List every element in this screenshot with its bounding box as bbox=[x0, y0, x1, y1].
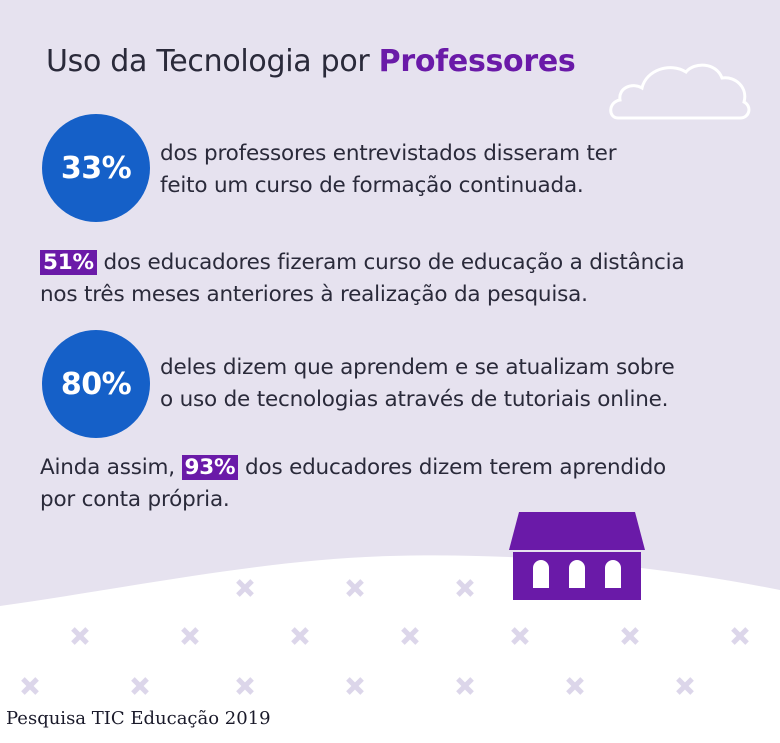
stat-text-3-line-1: deles dizem que aprendem e se atualizam … bbox=[160, 355, 675, 380]
stat-text-1: dos professores entrevistados disseram t… bbox=[160, 138, 617, 202]
stat-text-2-line-2: nos três meses anteriores à realização d… bbox=[40, 282, 588, 307]
stat-text-2-line-1: 51% dos educadores fizeram curso de educ… bbox=[40, 247, 685, 279]
sparkle bbox=[21, 677, 39, 695]
sparkle bbox=[456, 579, 474, 597]
stat-text-4-lead: Ainda assim, bbox=[40, 455, 182, 480]
sparkle bbox=[731, 627, 749, 645]
stat-text-3: deles dizem que aprendem e se atualizam … bbox=[160, 352, 675, 416]
highlight-51: 51% bbox=[40, 250, 97, 275]
stat-text-1-line-1: dos professores entrevistados disseram t… bbox=[160, 141, 617, 166]
stat-text-1-line-2: feito um curso de formação continuada. bbox=[160, 173, 584, 198]
sparkle bbox=[291, 627, 309, 645]
sparkle bbox=[236, 579, 254, 597]
sparkle bbox=[346, 677, 364, 695]
sparkle bbox=[346, 579, 364, 597]
stat-text-2-rest: dos educadores fizeram curso de educação… bbox=[96, 250, 685, 275]
sparkle bbox=[181, 627, 199, 645]
cloud-icon bbox=[609, 63, 751, 120]
stat-text-4-line-2: por conta própria. bbox=[40, 487, 230, 512]
sparkle bbox=[676, 677, 694, 695]
sparkle bbox=[621, 627, 639, 645]
highlight-93: 93% bbox=[181, 455, 239, 480]
sparkle bbox=[456, 677, 474, 695]
sparkle bbox=[511, 627, 529, 645]
sparkle bbox=[131, 677, 149, 695]
page-title: Uso da Tecnologia por Professores bbox=[46, 44, 576, 79]
school-house-icon bbox=[509, 512, 645, 600]
source-caption: Pesquisa TIC Educação 2019 bbox=[6, 708, 271, 729]
title-prefix: Uso da Tecnologia por bbox=[46, 44, 379, 79]
sparkle bbox=[401, 627, 419, 645]
sparkle bbox=[71, 627, 89, 645]
stat-circle-33: 33% bbox=[42, 114, 150, 222]
sparkle-pattern bbox=[21, 579, 749, 695]
stat-text-4-rest: dos educadores dizem terem aprendido bbox=[238, 455, 667, 480]
stat-text-3-line-2: o uso de tecnologias através de tutoriai… bbox=[160, 387, 669, 412]
stat-circle-80: 80% bbox=[42, 330, 150, 438]
stat-text-4: Ainda assim, 93% dos educadores dizem te… bbox=[40, 452, 666, 516]
sparkle bbox=[236, 677, 254, 695]
stat-text-4-line-1: Ainda assim, 93% dos educadores dizem te… bbox=[40, 452, 666, 484]
stat-text-2: 51% dos educadores fizeram curso de educ… bbox=[40, 247, 685, 311]
title-emphasis: Professores bbox=[378, 44, 576, 79]
sparkle bbox=[566, 677, 584, 695]
